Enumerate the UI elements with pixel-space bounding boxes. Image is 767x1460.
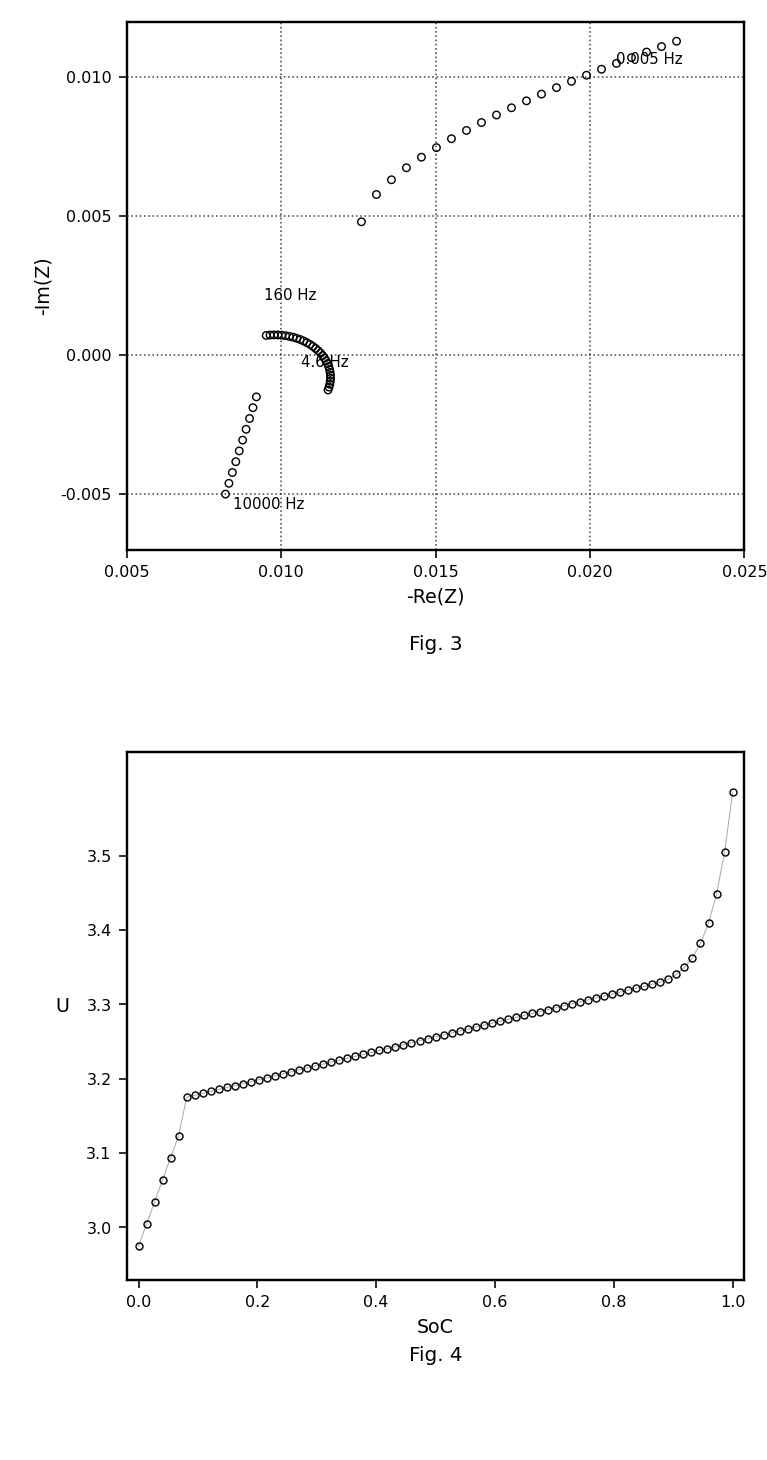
Y-axis label: U: U <box>55 997 69 1016</box>
Point <box>565 70 578 93</box>
Point <box>226 461 239 485</box>
Title: Fig. 4: Fig. 4 <box>409 1346 462 1365</box>
Point <box>312 339 324 362</box>
X-axis label: -Re(Z): -Re(Z) <box>406 588 465 607</box>
Point <box>260 324 272 347</box>
Point <box>314 342 327 365</box>
Point <box>316 345 328 368</box>
Text: 160 Hz: 160 Hz <box>264 288 316 304</box>
Point <box>320 349 332 372</box>
Point <box>247 396 259 419</box>
Point <box>272 324 284 347</box>
Point <box>324 361 336 384</box>
Point <box>475 111 487 134</box>
Point <box>233 439 245 463</box>
Point <box>625 47 637 70</box>
Point <box>445 127 457 150</box>
Point <box>222 472 235 495</box>
Point <box>279 324 291 347</box>
Y-axis label: -Im(Z): -Im(Z) <box>33 257 52 315</box>
Point <box>324 366 337 390</box>
Point <box>415 146 427 169</box>
Point <box>370 182 382 206</box>
Point <box>283 324 295 347</box>
Point <box>275 324 288 347</box>
Point <box>309 337 321 361</box>
Point <box>229 450 242 473</box>
Point <box>640 41 652 64</box>
Point <box>219 483 232 507</box>
Point <box>520 89 532 112</box>
Point <box>324 372 336 396</box>
Point <box>655 35 667 58</box>
Point <box>294 328 306 352</box>
Point <box>505 96 517 120</box>
Point <box>580 64 592 88</box>
Point <box>490 104 502 127</box>
Point <box>610 53 622 76</box>
Point <box>670 29 682 53</box>
Point <box>321 378 334 402</box>
Point <box>304 333 316 356</box>
Point <box>291 327 303 350</box>
Text: 10000 Hz: 10000 Hz <box>233 496 304 511</box>
Point <box>268 323 280 346</box>
Point <box>385 168 397 191</box>
Point <box>307 334 319 358</box>
Point <box>236 429 249 453</box>
Point <box>264 324 276 347</box>
Point <box>323 358 335 381</box>
Point <box>430 136 443 159</box>
Point <box>250 385 262 409</box>
Text: 4.6 Hz: 4.6 Hz <box>301 355 348 369</box>
Point <box>243 407 255 431</box>
Point <box>400 156 413 180</box>
Point <box>322 355 334 378</box>
Point <box>318 346 331 369</box>
Point <box>301 331 313 355</box>
Point <box>355 210 367 234</box>
Point <box>324 364 337 387</box>
Title: Fig. 3: Fig. 3 <box>409 635 462 654</box>
Point <box>240 418 252 441</box>
Point <box>298 330 310 353</box>
Point <box>550 76 562 99</box>
Point <box>321 352 334 375</box>
Point <box>535 83 548 107</box>
Text: 0.005 Hz: 0.005 Hz <box>616 53 683 67</box>
Point <box>460 118 472 142</box>
Point <box>323 375 335 399</box>
Point <box>595 58 607 82</box>
Point <box>324 369 336 393</box>
X-axis label: SoC: SoC <box>416 1317 454 1336</box>
Point <box>287 326 299 349</box>
